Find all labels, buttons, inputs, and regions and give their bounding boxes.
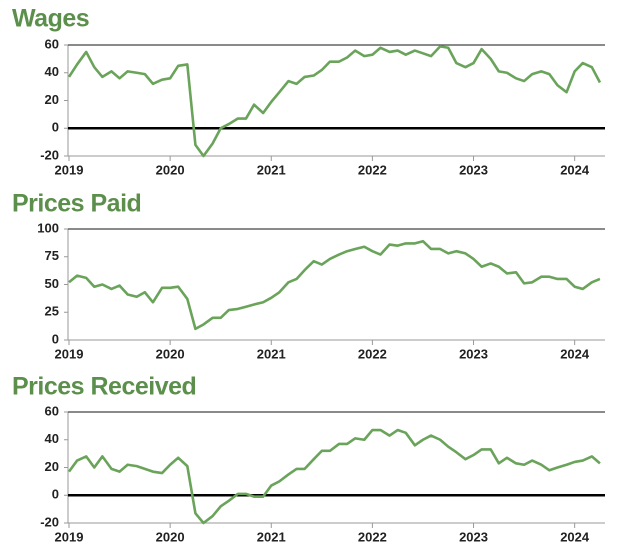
x-tick-label: 2022	[358, 346, 387, 361]
y-tick-label: 0	[52, 487, 59, 502]
y-tick-label: -20	[40, 514, 59, 529]
y-tick-label: 20	[45, 92, 59, 107]
y-tick-label: 0	[52, 331, 59, 346]
x-tick-label: 2024	[560, 529, 590, 544]
y-tick-label: 60	[45, 36, 59, 51]
chart-title: Prices Paid	[12, 190, 141, 218]
chart-title: Prices Received	[12, 373, 196, 401]
y-tick-label: 75	[45, 248, 59, 263]
x-tick-label: 2024	[560, 162, 590, 177]
chart-title: Wages	[12, 5, 89, 33]
y-tick-label: 0	[52, 120, 59, 135]
x-tick-label: 2021	[257, 346, 286, 361]
y-tick-label: 40	[45, 431, 59, 446]
y-tick-label: 100	[37, 220, 59, 235]
x-tick-label: 2022	[358, 162, 387, 177]
x-tick-label: 2019	[55, 529, 84, 544]
x-tick-label: 2021	[257, 529, 286, 544]
x-tick-label: 2023	[459, 346, 488, 361]
x-tick-label: 2020	[156, 162, 185, 177]
y-tick-label: 25	[45, 304, 59, 319]
x-tick-label: 2023	[459, 529, 488, 544]
y-tick-label: -20	[40, 147, 59, 162]
x-tick-label: 2023	[459, 162, 488, 177]
y-tick-label: 20	[45, 459, 59, 474]
data-line	[68, 239, 601, 331]
x-tick-label: 2019	[55, 346, 84, 361]
y-tick-label: 50	[45, 276, 59, 291]
x-tick-label: 2020	[156, 346, 185, 361]
data-line	[67, 45, 602, 158]
y-tick-label: 40	[45, 64, 59, 79]
x-tick-label: 2020	[156, 529, 185, 544]
x-tick-label: 2021	[257, 162, 286, 177]
data-line	[67, 428, 601, 525]
y-tick-label: 60	[45, 403, 59, 418]
x-tick-label: 2019	[55, 162, 84, 177]
x-tick-label: 2024	[560, 346, 590, 361]
x-tick-label: 2022	[358, 529, 387, 544]
